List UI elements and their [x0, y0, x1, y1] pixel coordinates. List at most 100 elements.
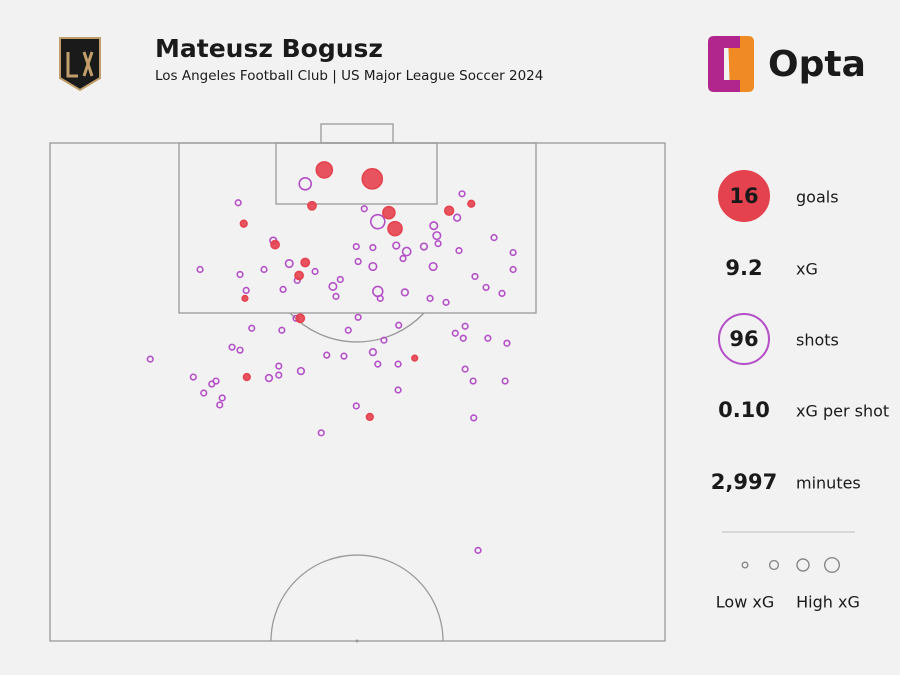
stat-value: 9.2	[725, 256, 762, 280]
shot	[394, 360, 402, 368]
shot	[260, 265, 268, 274]
shot	[279, 285, 287, 294]
shot	[275, 362, 283, 370]
goal-shot	[295, 313, 306, 324]
brand-logo	[708, 36, 754, 92]
goal-shot	[307, 200, 317, 211]
shot	[469, 377, 477, 385]
shot	[200, 389, 208, 397]
shot	[275, 371, 283, 379]
goal-shot	[242, 372, 251, 382]
shot	[490, 234, 498, 242]
stat-value: 16	[729, 184, 758, 208]
shot	[278, 326, 286, 334]
shot	[509, 265, 517, 274]
goal-shot	[365, 412, 374, 422]
shot	[395, 321, 403, 329]
size-legend-circle	[741, 561, 749, 569]
size-legend-circle	[796, 558, 810, 572]
stat-label: goals	[796, 188, 839, 207]
brand-name: Opta	[768, 44, 866, 85]
size-legend-circle	[823, 556, 841, 574]
shot	[298, 177, 313, 191]
shot	[432, 231, 442, 241]
stat-label: minutes	[796, 474, 861, 493]
shot	[461, 322, 469, 330]
shot	[328, 281, 338, 291]
shot	[470, 414, 478, 422]
size-legend-high: High xG	[796, 593, 860, 612]
shot	[461, 365, 469, 373]
shot	[399, 254, 407, 263]
shot	[368, 261, 378, 272]
shot	[317, 429, 325, 437]
shot	[360, 205, 368, 213]
shot	[401, 246, 412, 257]
shot	[354, 313, 362, 321]
shot	[352, 402, 360, 410]
shot	[208, 380, 216, 388]
shot	[452, 213, 462, 222]
shot	[400, 288, 409, 297]
stat-label: xG per shot	[796, 402, 889, 421]
shot	[374, 360, 382, 368]
shot	[380, 336, 388, 344]
goal-shot	[241, 294, 249, 302]
goal-shot	[443, 205, 455, 216]
shot	[344, 326, 352, 334]
shot	[471, 272, 479, 281]
goal-shot	[294, 270, 304, 281]
chart-title: Mateusz Bogusz	[155, 34, 383, 63]
shot	[429, 221, 439, 231]
size-legend-low: Low xG	[716, 593, 774, 612]
stat-badge	[718, 170, 770, 222]
shot	[459, 334, 467, 342]
shot	[455, 246, 463, 255]
shot	[228, 343, 236, 351]
shot	[242, 286, 250, 295]
shot	[336, 275, 344, 284]
goal-shot	[382, 205, 396, 220]
shot	[369, 243, 377, 252]
shot	[284, 258, 294, 269]
shot	[332, 292, 340, 300]
shot	[484, 334, 492, 342]
shot	[189, 373, 197, 381]
goal-shot	[387, 220, 403, 237]
shot	[426, 294, 434, 302]
shot	[196, 265, 204, 274]
size-legend-circle	[768, 559, 780, 571]
shot	[340, 352, 348, 360]
stat-badge	[718, 313, 770, 365]
shot	[509, 248, 517, 257]
shot	[503, 339, 511, 347]
shot	[216, 401, 224, 409]
shot	[482, 283, 490, 292]
goal-shot	[239, 219, 248, 228]
chart-subtitle: Los Angeles Football Club | US Major Lea…	[155, 68, 543, 84]
goal-shot	[315, 161, 334, 179]
shot	[428, 261, 438, 272]
shot	[352, 242, 360, 251]
shot	[451, 329, 459, 337]
shot	[234, 199, 242, 207]
goal-shot	[300, 257, 311, 268]
goal-shot	[270, 239, 280, 250]
shot	[236, 346, 244, 354]
shot	[419, 242, 429, 251]
shot	[394, 386, 402, 394]
shot	[296, 366, 306, 376]
shot	[376, 294, 384, 302]
goal-shot	[467, 199, 476, 208]
shot	[498, 289, 506, 297]
shot	[458, 190, 466, 198]
stat-label: shots	[796, 331, 839, 350]
stat-value: 0.10	[718, 398, 770, 422]
shot	[323, 351, 331, 359]
shot	[248, 324, 256, 332]
shot	[218, 394, 226, 402]
shot	[311, 267, 319, 276]
club-crest	[59, 37, 101, 92]
shot	[368, 348, 378, 357]
shot	[369, 213, 386, 230]
